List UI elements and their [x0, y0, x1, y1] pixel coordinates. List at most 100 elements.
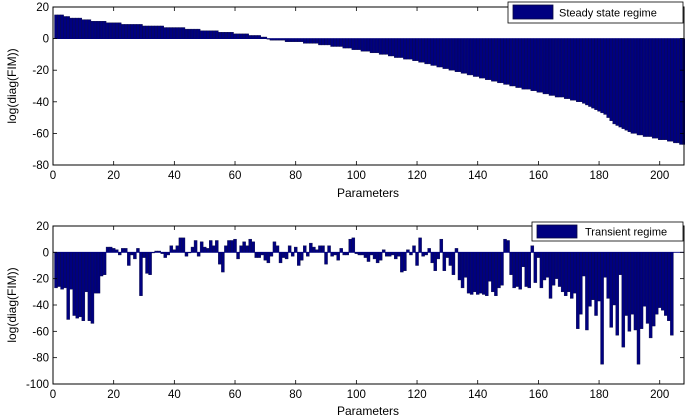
top-bar: [576, 38, 580, 102]
bottom-bar: [442, 252, 447, 271]
bottom-bar: [506, 240, 510, 253]
top-bar: [585, 38, 589, 106]
top-bar: [615, 38, 619, 126]
bottom-bar: [372, 252, 377, 260]
top-bar: [381, 38, 386, 55]
bottom-x-tick-label: 100: [347, 389, 366, 401]
bottom-bar: [567, 252, 571, 293]
bottom-bar: [175, 245, 180, 253]
bottom-bar: [554, 252, 559, 279]
bottom-bar: [133, 252, 137, 260]
top-bar: [202, 30, 207, 39]
bottom-y-tick-label: -80: [32, 353, 49, 365]
top-bar: [488, 38, 492, 80]
top-bar: [199, 30, 204, 39]
top-bar: [542, 38, 547, 95]
top-bar: [612, 38, 616, 125]
top-bar: [236, 33, 240, 39]
bottom-bar: [169, 245, 174, 253]
bottom-legend-swatch: [536, 224, 578, 239]
top-bars: [53, 14, 685, 145]
bottom-bar: [618, 252, 623, 275]
bottom-bar: [193, 240, 198, 253]
top-bar: [439, 38, 444, 68]
top-bar: [63, 16, 67, 39]
top-bar: [242, 33, 246, 39]
top-bar: [554, 38, 559, 98]
top-bar: [551, 38, 556, 96]
top-bar: [466, 38, 471, 76]
top-bar: [454, 38, 459, 72]
top-bar: [90, 21, 95, 39]
bottom-bar: [518, 252, 522, 290]
bottom-bar: [612, 252, 616, 306]
bottom-bar: [615, 252, 619, 336]
bottom-bar: [303, 245, 307, 253]
bottom-bar: [327, 245, 331, 253]
top-bar: [654, 38, 659, 139]
top-bar: [457, 38, 462, 72]
top-bar: [512, 38, 516, 87]
top-legend-swatch: [512, 4, 554, 20]
top-bar: [603, 38, 607, 115]
top-bar: [676, 38, 680, 144]
bottom-bar: [654, 252, 659, 315]
bottom-x-tick-label: 200: [650, 389, 669, 401]
top-bar: [366, 38, 371, 52]
bottom-bar: [497, 252, 501, 289]
top-bar: [257, 35, 261, 39]
bottom-bar: [90, 252, 95, 324]
top-bar: [579, 38, 583, 102]
bottom-bar: [199, 241, 204, 253]
bottom-bar: [439, 238, 444, 253]
bottom-bar: [60, 252, 64, 290]
top-bar: [573, 38, 577, 101]
bottom-x-tick-label: 40: [168, 389, 181, 401]
bottom-bar: [66, 252, 70, 320]
top-bar: [154, 25, 158, 39]
top-bar: [145, 25, 149, 39]
top-bar: [169, 27, 174, 39]
top-bar: [494, 38, 498, 82]
bottom-bar: [527, 252, 532, 289]
top-bar: [99, 21, 104, 39]
bottom-x-tick-label: 180: [589, 389, 608, 401]
top-bar: [215, 30, 219, 39]
bottom-bar: [573, 252, 577, 294]
bottom-bar: [579, 252, 583, 315]
top-bar: [609, 38, 613, 121]
bottom-bar: [670, 252, 674, 336]
top-bar: [354, 38, 359, 50]
top-bar: [251, 35, 255, 39]
top-bar: [78, 17, 83, 39]
top-bar: [245, 33, 249, 39]
top-bar: [557, 38, 562, 98]
bottom-bar: [321, 245, 325, 253]
top-bar: [479, 38, 483, 79]
bottom-bar: [136, 248, 140, 253]
top-bar: [548, 38, 553, 96]
bottom-bar: [69, 252, 73, 290]
top-bar: [378, 38, 383, 55]
bottom-ticks: 0 20 40 60 80 100 120 140 160 180 200-100-80-60-40…: [26, 221, 684, 401]
top-bar: [536, 38, 541, 93]
bottom-bar: [597, 252, 601, 302]
top-bar: [60, 14, 64, 39]
bottom-x-tick-label: 140: [468, 389, 487, 401]
bottom-bar: [463, 252, 468, 278]
bottom-bar: [530, 245, 535, 253]
bottom-bar: [375, 252, 380, 264]
bottom-bar: [78, 252, 83, 318]
bottom-bar: [388, 252, 392, 257]
top-bar: [409, 38, 413, 60]
top-bar: [233, 33, 237, 39]
top-bar: [658, 38, 662, 140]
top-bar: [224, 32, 228, 39]
bottom-bar: [570, 252, 574, 299]
bottom-bar: [418, 237, 422, 253]
bottom-bar: [63, 252, 67, 289]
bottom-bar: [551, 252, 556, 286]
top-bar: [108, 22, 113, 39]
bottom-bar: [163, 252, 167, 258]
bottom-bar: [351, 237, 356, 253]
